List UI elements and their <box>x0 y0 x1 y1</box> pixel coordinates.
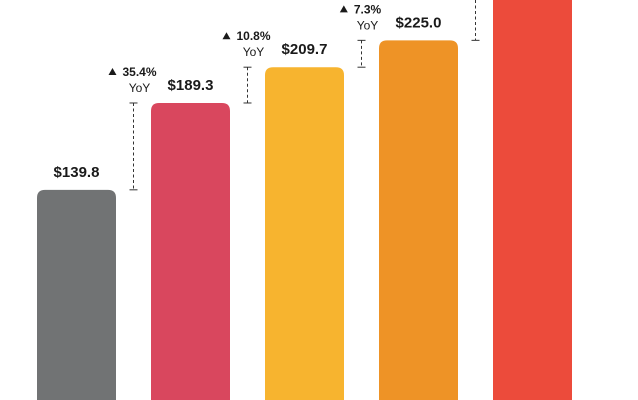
growth-label: 35.4% <box>122 65 156 79</box>
bar <box>265 67 344 400</box>
growth-label: 10.8% <box>236 29 270 43</box>
bar <box>379 40 458 400</box>
growth-label: 7.3% <box>354 2 382 16</box>
value-label: $225.0 <box>396 14 442 31</box>
growth-suffix: YoY <box>129 81 151 95</box>
value-label: $209.7 <box>282 41 328 58</box>
value-label: $139.8 <box>54 164 100 181</box>
bar <box>151 102 230 400</box>
up-triangle <box>222 32 231 40</box>
bar <box>37 189 116 400</box>
growth-suffix: YoY <box>243 45 265 59</box>
value-label: $189.3 <box>168 77 214 94</box>
up-triangle <box>339 5 348 13</box>
bar <box>493 0 572 400</box>
growth-suffix: YoY <box>357 18 379 32</box>
up-triangle <box>108 67 117 75</box>
